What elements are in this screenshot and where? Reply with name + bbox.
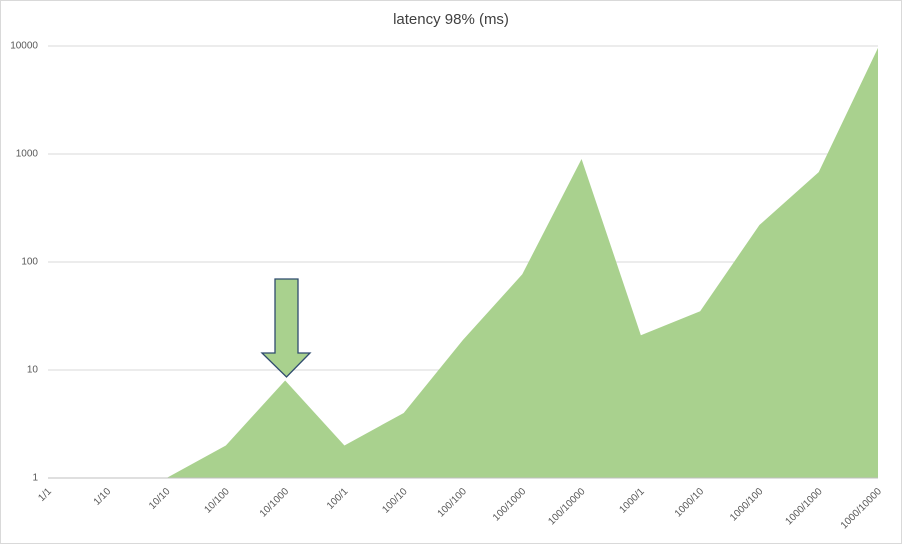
y-tick-label: 10000 <box>10 41 38 52</box>
y-tick-label: 1 <box>32 473 38 484</box>
annotation-arrow <box>260 278 312 378</box>
arrow-shape <box>260 278 312 378</box>
area <box>48 47 878 479</box>
y-tick-label: 10 <box>27 365 39 376</box>
chart-title: latency 98% (ms) <box>393 11 509 28</box>
y-tick-label: 1000 <box>16 149 39 160</box>
y-tick-label: 100 <box>21 257 38 268</box>
